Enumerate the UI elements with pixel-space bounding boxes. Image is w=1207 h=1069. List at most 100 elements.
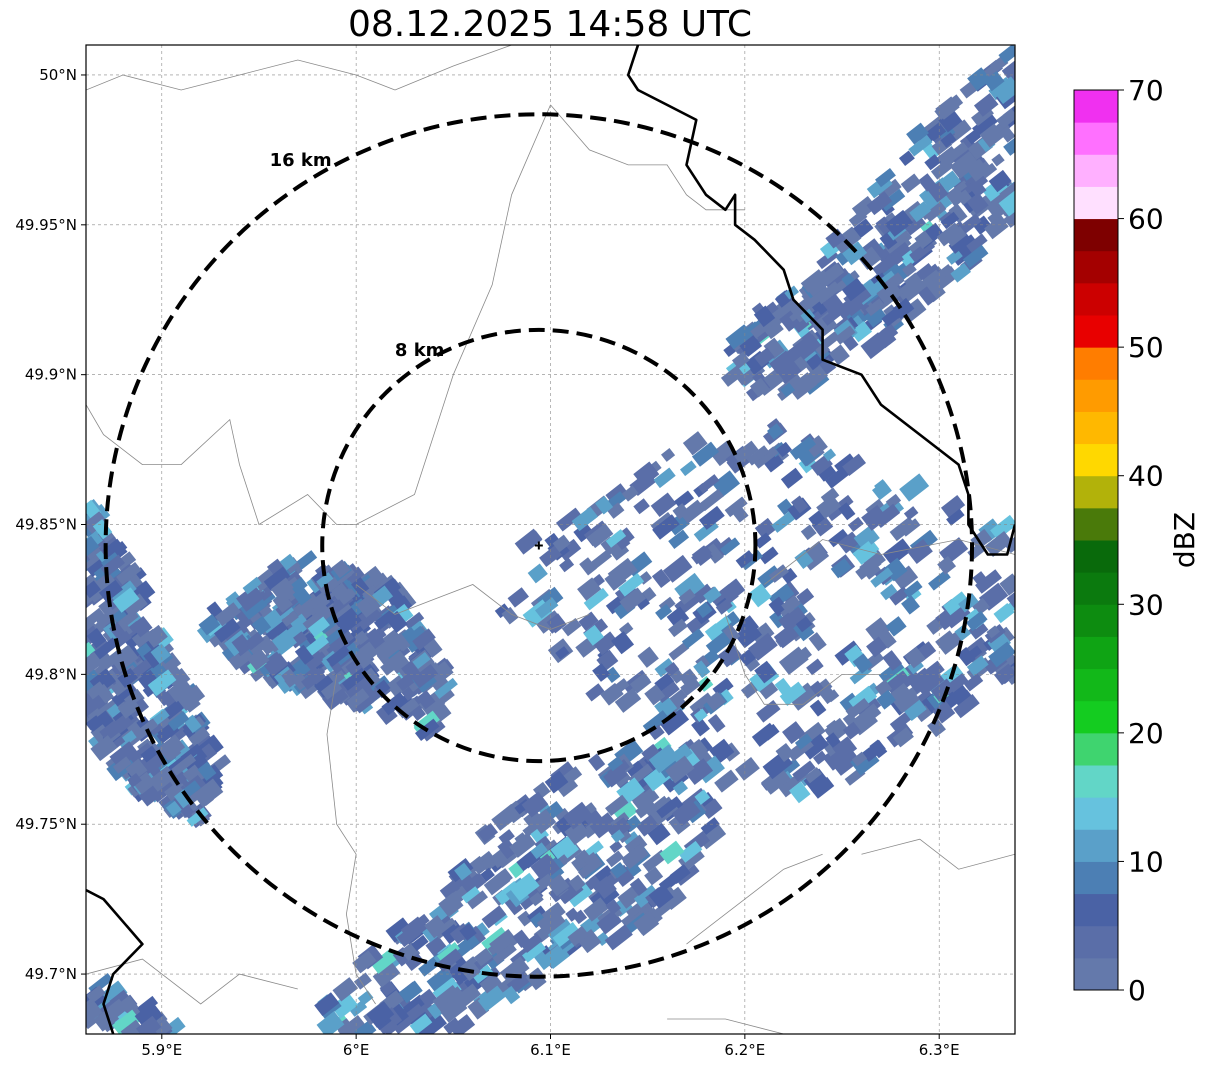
echo-cell <box>948 232 973 254</box>
echo-cell <box>356 606 383 631</box>
echo-cell <box>412 628 436 651</box>
echo-cell <box>668 529 690 549</box>
echo-cell <box>633 884 659 908</box>
echo-cell <box>498 829 515 845</box>
map-title: 08.12.2025 14:58 UTC <box>347 4 753 45</box>
echo-cell <box>691 717 710 737</box>
range-ring-16km <box>103 112 975 979</box>
echo-cell <box>834 325 856 345</box>
echo-cell <box>654 658 676 678</box>
echo-cell <box>112 587 140 613</box>
echo-region-west-scatter <box>196 550 458 742</box>
echo-cell <box>398 980 423 1004</box>
echo-cell <box>904 646 926 669</box>
echo-cell <box>754 347 775 368</box>
echo-cell <box>750 622 775 646</box>
country-border <box>86 888 144 1034</box>
echo-cell <box>529 892 544 907</box>
radar-center-marker <box>534 541 543 550</box>
echo-cell <box>820 487 840 506</box>
echo-cell <box>583 851 603 872</box>
echo-cell <box>167 711 190 731</box>
echo-cell <box>559 557 575 573</box>
echo-cell <box>98 579 123 603</box>
echo-cell <box>565 881 593 908</box>
echo-cell <box>889 516 917 542</box>
echo-cell <box>668 641 690 661</box>
echo-cell <box>641 743 661 763</box>
echo-cell <box>502 985 521 1005</box>
echo-cell <box>866 191 893 216</box>
echo-cell <box>633 910 660 937</box>
echo-cell <box>354 630 369 645</box>
echo-cell <box>405 953 425 971</box>
echo-cell <box>901 696 927 721</box>
echo-cell <box>467 997 490 1020</box>
echo-cell <box>918 286 937 306</box>
echo-cell <box>794 646 812 664</box>
echo-cell <box>735 757 760 781</box>
echo-cell <box>926 122 947 142</box>
echo-cell <box>572 909 588 925</box>
echo-cell <box>788 781 811 804</box>
echo-cell <box>838 502 856 521</box>
echo-cell <box>604 924 633 951</box>
echo-cell <box>557 777 579 798</box>
echo-cell <box>501 606 519 625</box>
admin-boundary <box>86 59 396 91</box>
echo-cell <box>998 45 1015 64</box>
echo-cell <box>595 496 614 515</box>
echo-cell <box>725 324 753 350</box>
colorbar-tick-label: 20 <box>1128 717 1164 750</box>
echo-cell <box>747 583 772 608</box>
echo-cell <box>86 628 107 649</box>
echo-cell <box>411 934 429 952</box>
admin-boundary <box>394 45 512 91</box>
echo-cell <box>679 460 697 477</box>
echo-cell <box>678 588 696 605</box>
echo-cell <box>803 768 830 794</box>
echo-cell <box>907 667 935 694</box>
echo-cell <box>648 724 665 741</box>
echo-cell <box>771 509 798 533</box>
echo-cell <box>761 766 791 795</box>
echo-cell <box>372 961 401 988</box>
colorbar-segment <box>1074 315 1118 348</box>
echo-cell <box>885 616 907 637</box>
colorbar-segment <box>1074 668 1118 702</box>
echo-cell <box>984 530 1013 557</box>
echo-cell <box>674 572 705 602</box>
echo-cell <box>936 222 963 247</box>
echo-cell <box>330 992 359 1019</box>
lat-tick-label: 49.85°N <box>15 516 77 534</box>
echo-cell <box>165 800 182 817</box>
echo-cell <box>780 467 804 489</box>
echo-cell <box>108 647 126 665</box>
echo-cell <box>898 150 915 166</box>
echo-cell <box>436 942 460 963</box>
echo-cell <box>696 601 713 619</box>
echo-cell <box>621 485 639 502</box>
echo-cell <box>682 431 708 456</box>
echo-cell <box>304 592 331 616</box>
echo-cell <box>733 440 759 465</box>
echo-cell <box>497 838 518 860</box>
echo-cell <box>842 241 868 266</box>
echo-cell <box>454 862 472 881</box>
echo-cell <box>992 76 1015 105</box>
ring-labels: 8 km 16 km <box>270 150 445 361</box>
echo-cell <box>935 264 954 281</box>
echo-cell <box>903 506 919 521</box>
echo-cell <box>655 603 673 621</box>
echo-cell <box>305 634 329 657</box>
lat-tick-label: 49.75°N <box>15 815 77 833</box>
echo-region-northeast-band <box>720 45 1015 402</box>
echo-cell <box>644 866 664 886</box>
echo-cell <box>605 899 622 915</box>
echo-cell <box>316 572 334 588</box>
echo-cell <box>320 679 343 700</box>
colorbar-tick-label: 60 <box>1128 203 1164 236</box>
echo-cell <box>903 214 927 236</box>
echo-cell <box>626 760 647 781</box>
echo-cell <box>652 514 680 540</box>
